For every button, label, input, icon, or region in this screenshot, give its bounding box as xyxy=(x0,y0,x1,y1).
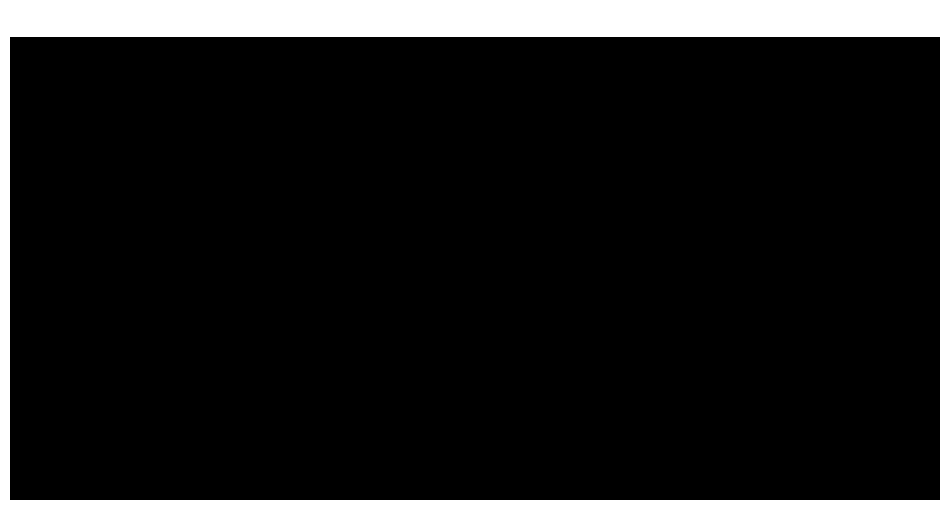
wordcloud-canvas xyxy=(10,37,940,500)
wordcloud-svg xyxy=(10,37,940,500)
